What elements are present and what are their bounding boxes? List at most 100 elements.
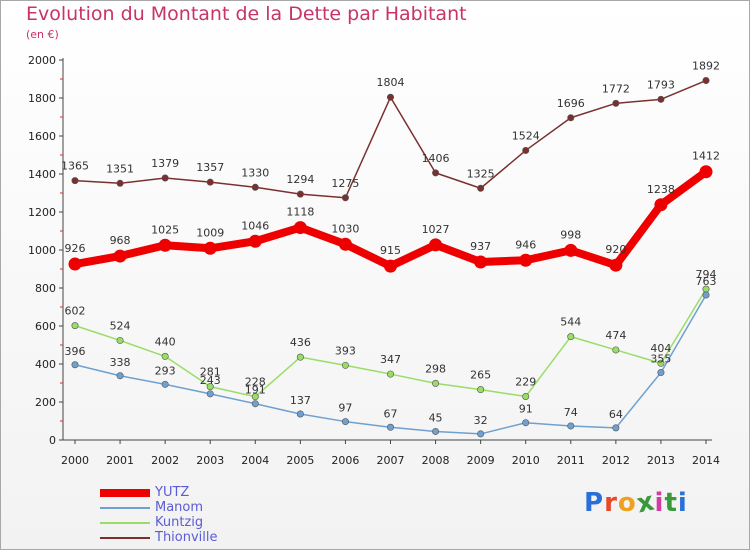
data-point bbox=[251, 393, 259, 401]
data-point bbox=[567, 114, 575, 122]
data-point bbox=[248, 234, 262, 248]
data-point bbox=[386, 370, 394, 378]
x-tick-label: 2009 bbox=[467, 454, 495, 467]
data-label: 91 bbox=[519, 403, 533, 416]
data-point bbox=[477, 386, 485, 394]
data-point bbox=[522, 419, 530, 427]
y-tick-label: 1200 bbox=[28, 206, 56, 219]
data-label: 228 bbox=[245, 376, 266, 389]
data-label: 229 bbox=[515, 375, 536, 388]
legend-label: Manom bbox=[155, 500, 204, 515]
data-point bbox=[293, 221, 307, 235]
line-chart: 0 200 400 600 800 1000 1200 1400 1600 1800 2000 200… bbox=[28, 54, 720, 467]
data-label: 763 bbox=[696, 275, 717, 288]
data-point bbox=[386, 423, 394, 431]
data-label: 298 bbox=[425, 362, 446, 375]
data-point bbox=[477, 430, 485, 438]
data-label: 1379 bbox=[151, 157, 179, 170]
data-point bbox=[654, 198, 668, 212]
data-label: 1524 bbox=[512, 129, 540, 142]
data-label: 137 bbox=[290, 394, 311, 407]
data-label: 937 bbox=[470, 240, 491, 253]
data-label: 1772 bbox=[602, 82, 630, 95]
y-tick-label: 400 bbox=[35, 358, 56, 371]
data-label: 293 bbox=[155, 364, 176, 377]
data-point bbox=[113, 249, 127, 263]
y-tick-label: 1400 bbox=[28, 168, 56, 181]
data-label: 393 bbox=[335, 344, 356, 357]
x-tick-label: 2001 bbox=[106, 454, 134, 467]
data-label: 1118 bbox=[286, 206, 314, 219]
data-label: 474 bbox=[605, 329, 626, 342]
data-label: 602 bbox=[65, 305, 86, 318]
x-tick-label: 2011 bbox=[557, 454, 585, 467]
data-point bbox=[657, 359, 665, 367]
data-label: 1025 bbox=[151, 223, 179, 236]
legend-swatch bbox=[100, 489, 150, 497]
data-label: 1892 bbox=[692, 60, 720, 73]
x-tick-label: 2010 bbox=[512, 454, 540, 467]
series-yutz: 926 968 1025 1009 1046 1118 1030 915 1027 937 946 9… bbox=[65, 150, 720, 273]
data-point bbox=[519, 253, 533, 267]
data-point bbox=[474, 255, 488, 269]
data-point bbox=[702, 291, 710, 299]
data-label: 243 bbox=[200, 374, 221, 387]
data-point bbox=[432, 427, 440, 435]
data-point bbox=[522, 146, 530, 154]
data-point bbox=[567, 422, 575, 430]
y-tick-label: 800 bbox=[35, 282, 56, 295]
data-label: 1696 bbox=[557, 97, 585, 110]
data-label: 404 bbox=[650, 342, 671, 355]
data-label: 946 bbox=[515, 238, 536, 251]
series-thionville: 1365 1351 1379 1357 1330 1294 1275 1804 1406 1325… bbox=[61, 60, 720, 202]
data-point bbox=[657, 95, 665, 103]
data-point bbox=[206, 178, 214, 186]
data-point bbox=[251, 183, 259, 191]
data-point bbox=[338, 237, 352, 251]
data-label: 1804 bbox=[377, 76, 405, 89]
data-label: 436 bbox=[290, 336, 311, 349]
data-label: 794 bbox=[696, 268, 717, 281]
data-label: 544 bbox=[560, 316, 581, 329]
data-label: 45 bbox=[429, 411, 443, 424]
x-tick-label: 2002 bbox=[151, 454, 179, 467]
data-point bbox=[432, 379, 440, 387]
data-label: 1009 bbox=[196, 226, 224, 239]
data-label: 926 bbox=[65, 242, 86, 255]
legend-label: YUTZ bbox=[155, 485, 190, 500]
data-label: 1238 bbox=[647, 183, 675, 196]
data-point bbox=[341, 194, 349, 202]
data-label: 524 bbox=[110, 319, 131, 332]
data-point bbox=[116, 179, 124, 187]
data-point bbox=[68, 257, 82, 271]
data-label: 440 bbox=[155, 335, 176, 348]
data-point bbox=[477, 184, 485, 192]
data-label: 1330 bbox=[241, 166, 269, 179]
data-point bbox=[71, 177, 79, 185]
data-label: 1357 bbox=[196, 161, 224, 174]
data-point bbox=[429, 238, 443, 252]
data-point bbox=[657, 369, 665, 377]
data-point bbox=[341, 361, 349, 369]
proxiti-logo: Proxiti bbox=[584, 486, 688, 520]
data-label: 915 bbox=[380, 244, 401, 257]
y-tick-label: 1000 bbox=[28, 244, 56, 257]
data-label: 1365 bbox=[61, 160, 89, 173]
x-tick-label: 2007 bbox=[377, 454, 405, 467]
data-label: 355 bbox=[650, 353, 671, 366]
data-label: 1793 bbox=[647, 78, 675, 91]
data-point bbox=[567, 333, 575, 341]
data-point bbox=[432, 169, 440, 177]
data-label: 1027 bbox=[422, 223, 450, 236]
data-label: 1294 bbox=[286, 173, 314, 186]
data-label: 67 bbox=[384, 407, 398, 420]
data-label: 281 bbox=[200, 366, 221, 379]
x-tick-label: 2000 bbox=[61, 454, 89, 467]
data-label: 347 bbox=[380, 353, 401, 366]
data-point bbox=[161, 380, 169, 388]
y-tick-label: 1800 bbox=[28, 92, 56, 105]
data-label: 1351 bbox=[106, 162, 134, 175]
data-point bbox=[296, 410, 304, 418]
data-point bbox=[206, 383, 214, 391]
